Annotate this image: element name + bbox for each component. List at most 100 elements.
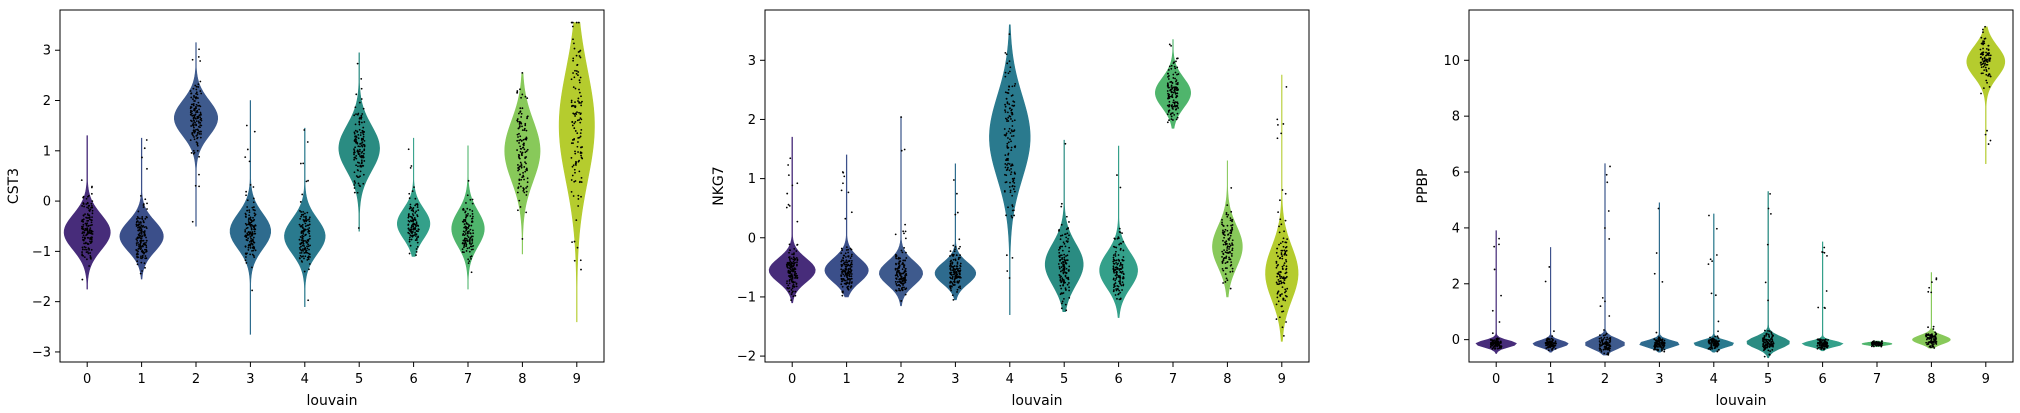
violin-panel-ppbp: 0 1 2 3 4 5 6 7 8 9 0 2 4 6 8 10 louvain PPBP: [1415, 9, 2014, 409]
violin-nkg7-9: [1265, 74, 1299, 342]
points-nkg7-0: [785, 157, 799, 301]
points-nkg7-1: [840, 171, 853, 297]
points-ppbp-6: [1816, 246, 1829, 351]
points-nkg7-3: [949, 179, 962, 301]
y-tick-label: 2: [748, 113, 756, 128]
x-tick-label: 8: [1927, 372, 1935, 387]
y-tick-label: −2: [737, 350, 756, 365]
violin-nkg7-7: [1155, 39, 1191, 129]
x-tick-label: 4: [301, 372, 309, 387]
y-tick-label: −2: [32, 295, 51, 310]
y-tick-label: −1: [32, 245, 51, 260]
x-tick-label: 4: [1006, 372, 1014, 387]
points-nkg7-8: [1221, 187, 1234, 290]
points-ppbp-3: [1653, 207, 1666, 353]
points-cst3-7: [461, 179, 475, 274]
x-tick-label: 3: [951, 372, 959, 387]
x-tick-label: 2: [1601, 372, 1609, 387]
y-tick-label: −1: [737, 290, 756, 305]
y-axis-label: NKG7: [711, 166, 727, 205]
points-ppbp-2: [1598, 165, 1612, 356]
points-nkg7-9: [1275, 86, 1289, 337]
axes-frame: [59, 9, 605, 363]
violin-cst3-9: [558, 22, 595, 323]
y-tick-label: 8: [1452, 110, 1460, 125]
x-tick-label: 1: [137, 372, 145, 387]
y-axis-label: PPBP: [1415, 169, 1431, 204]
points-cst3-4: [298, 129, 311, 302]
x-tick-label: 9: [1982, 372, 1990, 387]
x-tick-label: 0: [788, 372, 796, 387]
violin-nkg7-6: [1099, 145, 1138, 318]
y-tick-label: 3: [748, 54, 756, 69]
violin-ppbp-4: [1693, 213, 1734, 353]
points-nkg7-2: [894, 116, 908, 302]
violin-cst3-2: [173, 42, 219, 227]
points-cst3-1: [135, 139, 148, 275]
x-tick-label: 6: [409, 372, 417, 387]
y-tick-label: 10: [1443, 54, 1460, 69]
x-tick-label: 2: [192, 372, 200, 387]
points-cst3-0: [80, 179, 94, 281]
violin-ppbp-8: [1912, 272, 1951, 349]
violin-ppbp-3: [1639, 202, 1680, 353]
y-tick-label: 0: [43, 195, 51, 210]
points-nkg7-7: [1166, 43, 1180, 124]
violin-nkg7-0: [768, 136, 816, 304]
violin-ppbp-9: [1966, 26, 2006, 164]
points-ppbp-5: [1761, 193, 1775, 358]
x-tick-label: 9: [573, 372, 581, 387]
points-nkg7-5: [1057, 142, 1071, 312]
points-ppbp-8: [1925, 277, 1938, 349]
x-tick-label: 7: [1169, 372, 1177, 387]
violin-ppbp-2: [1585, 163, 1625, 356]
y-tick-label: 6: [1452, 166, 1460, 181]
y-tick-label: 0: [1452, 333, 1460, 348]
x-tick-label: 1: [1546, 372, 1554, 387]
x-tick-label: 7: [464, 372, 472, 387]
x-tick-label: 9: [1278, 372, 1286, 387]
x-tick-label: 5: [355, 372, 363, 387]
violin-cst3-7: [451, 145, 485, 290]
x-axis-label: louvain: [1716, 393, 1767, 409]
points-cst3-3: [244, 124, 257, 292]
y-tick-label: 2: [1452, 277, 1460, 292]
x-tick-label: 8: [518, 372, 526, 387]
x-tick-label: 5: [1060, 372, 1068, 387]
axes-frame: [764, 9, 1310, 363]
violin-ppbp-0: [1475, 230, 1517, 354]
points-nkg7-6: [1112, 174, 1125, 301]
x-tick-label: 8: [1223, 372, 1231, 387]
y-tick-label: 3: [43, 44, 51, 59]
violin-cst3-0: [63, 135, 111, 290]
violin-panel-cst3: 0 1 2 3 4 5 6 7 8 9 −3 −2 −1 0 1 2 3 louvain CST3: [6, 9, 605, 409]
points-ppbp-7: [1870, 340, 1884, 348]
violin-ppbp-6: [1801, 241, 1844, 352]
points-cst3-6: [407, 148, 420, 257]
x-tick-label: 3: [246, 372, 254, 387]
violin-nkg7-5: [1044, 139, 1084, 313]
points-nkg7-4: [1003, 33, 1017, 279]
x-axis-label: louvain: [1012, 393, 1063, 409]
y-axis-label: CST3: [6, 168, 22, 204]
points-cst3-2: [189, 48, 203, 223]
violin-ppbp-1: [1532, 247, 1569, 353]
y-tick-label: 2: [43, 94, 51, 109]
points-ppbp-0: [1489, 237, 1503, 350]
y-tick-label: 0: [748, 231, 756, 246]
x-tick-label: 0: [83, 372, 91, 387]
violin-cst3-6: [396, 137, 431, 257]
x-tick-label: 3: [1655, 372, 1663, 387]
x-tick-label: 7: [1873, 372, 1881, 387]
points-ppbp-1: [1544, 266, 1557, 352]
x-tick-label: 4: [1710, 372, 1718, 387]
points-cst3-9: [570, 21, 584, 271]
x-tick-label: 2: [897, 372, 905, 387]
x-axis-label: louvain: [307, 393, 358, 409]
violin-ppbp-5: [1746, 191, 1790, 359]
violin-cst3-5: [338, 52, 380, 232]
points-cst3-8: [516, 71, 529, 240]
y-tick-label: 1: [748, 172, 756, 187]
points-ppbp-9: [1979, 25, 1992, 145]
